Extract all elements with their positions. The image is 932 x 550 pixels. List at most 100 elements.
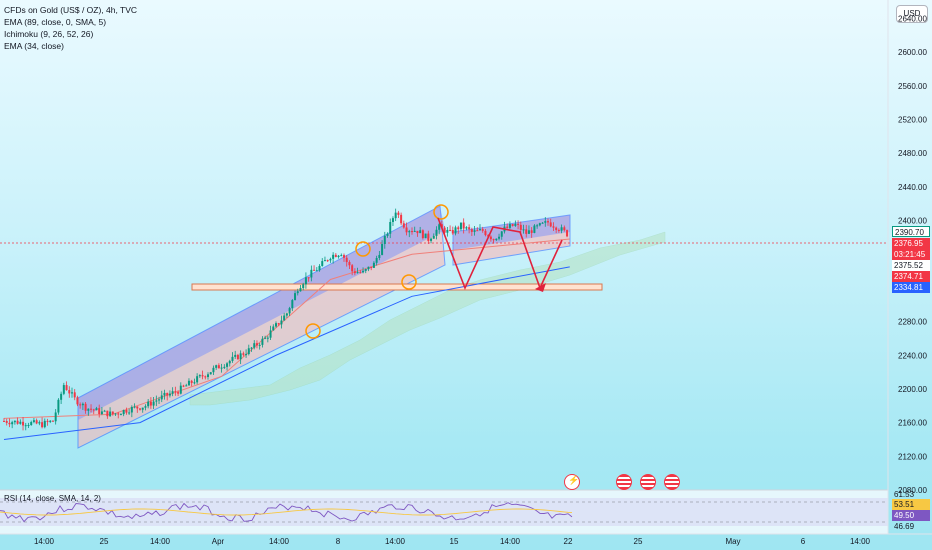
candle-body — [432, 235, 435, 239]
candle-body — [109, 411, 112, 417]
candle-body — [345, 257, 348, 263]
candle-body — [391, 218, 394, 223]
swing-marker-2 — [433, 204, 449, 220]
candle-body — [446, 229, 449, 233]
candle-body — [323, 260, 326, 262]
candle-body — [155, 400, 158, 402]
candle-body — [302, 284, 305, 289]
candle-body — [182, 385, 185, 387]
currency-button[interactable]: USD — [896, 5, 928, 23]
price-tick-label: 2520.00 — [898, 115, 927, 124]
candle-body — [321, 261, 324, 266]
candle-body — [174, 391, 177, 393]
candle-body — [555, 227, 558, 230]
candle-body — [76, 397, 79, 405]
rsi-legend[interactable]: RSI (14, close, SMA, 14, 2) — [4, 494, 101, 503]
candle-body — [144, 406, 147, 408]
candle-body — [511, 224, 514, 226]
candle-body — [318, 265, 321, 271]
candle-body — [470, 229, 473, 232]
rsi-level-1: 61.53 — [894, 490, 915, 499]
candle-body — [443, 227, 446, 233]
candle-body — [139, 408, 141, 410]
candle-body — [527, 230, 530, 234]
time-tick-label: 14:00 — [850, 537, 871, 546]
event-flag-1[interactable]: ⚡ — [564, 474, 580, 490]
candle-body — [315, 270, 318, 272]
candle-body — [476, 230, 479, 232]
time-tick-label: 6 — [801, 537, 806, 546]
candle-body — [122, 410, 125, 415]
lightning-icon: ⚡ — [568, 475, 580, 485]
us-event-flag-1[interactable] — [616, 474, 632, 490]
time-tick-label: 14:00 — [269, 537, 290, 546]
time-axis[interactable]: 14:00 25 14:00 Apr 14:00 8 14:00 15 14:00 22 25 May… — [34, 537, 871, 546]
candle-body — [280, 320, 283, 325]
candle-body — [253, 343, 256, 348]
indicator-ichimoku[interactable]: Ichimoku (9, 26, 52, 26) — [4, 29, 94, 39]
candle-body — [247, 348, 250, 355]
candle-body — [196, 376, 199, 383]
indicator-ema-34[interactable]: EMA (34, close) — [4, 41, 64, 51]
candle-body — [179, 385, 182, 394]
candle-body — [79, 404, 82, 406]
candle-body — [201, 375, 204, 377]
candle-body — [541, 222, 544, 224]
candle-body — [193, 382, 196, 384]
us-event-flag-3[interactable] — [664, 474, 680, 490]
candle-body — [228, 360, 231, 364]
candle-body — [307, 277, 310, 279]
candle-body — [552, 226, 555, 228]
candle-body — [103, 410, 106, 412]
candle-body — [35, 420, 38, 424]
price-tick-label: 2120.00 — [898, 452, 927, 461]
candle-body — [514, 223, 517, 226]
candle-body — [71, 392, 73, 394]
indicator-ema-89[interactable]: EMA (89, close, 0, SMA, 5) — [4, 17, 107, 27]
candle-body — [43, 420, 46, 428]
candle-body — [125, 410, 128, 413]
projection-arrow — [535, 283, 546, 292]
swing-marker-4 — [305, 323, 321, 339]
candle-body — [334, 254, 337, 257]
time-tick-label: 14:00 — [34, 537, 55, 546]
candle-body — [65, 385, 68, 391]
candle-body — [30, 422, 33, 426]
candle-body — [438, 224, 441, 230]
candle-body — [304, 277, 307, 285]
candle-body — [498, 236, 501, 239]
candle-body — [269, 330, 272, 338]
candle-body — [13, 420, 16, 423]
price-tag-ema-slow: 2334.81 — [892, 282, 930, 293]
candle-body — [57, 399, 60, 413]
candle-body — [508, 224, 511, 228]
candle-body — [242, 353, 245, 355]
candle-body — [454, 227, 457, 234]
candle-body — [217, 365, 220, 369]
candle-body — [465, 227, 468, 229]
candle-body — [54, 412, 57, 422]
candle-body — [204, 376, 207, 378]
candle-body — [152, 401, 155, 406]
candle-body — [223, 366, 226, 368]
candle-body — [367, 266, 370, 270]
time-tick-label: 8 — [336, 537, 341, 546]
ema-fast-line — [3, 238, 570, 419]
time-tick-label: Apr — [212, 537, 225, 546]
candle-body — [310, 269, 313, 278]
candle-body — [351, 265, 354, 272]
price-tick-label: 2600.00 — [898, 48, 927, 57]
swing-marker-3 — [401, 274, 417, 290]
rsi-ma-line — [0, 508, 573, 516]
candle-body — [343, 255, 345, 258]
candle-body — [459, 222, 462, 230]
rsi-level-3: 49.50 — [892, 510, 930, 521]
candle-body — [163, 392, 166, 396]
candle-body — [119, 414, 122, 416]
candle-body — [19, 421, 22, 424]
us-event-flag-2[interactable] — [640, 474, 656, 490]
candle-body — [411, 231, 413, 233]
candle-body — [386, 233, 389, 236]
